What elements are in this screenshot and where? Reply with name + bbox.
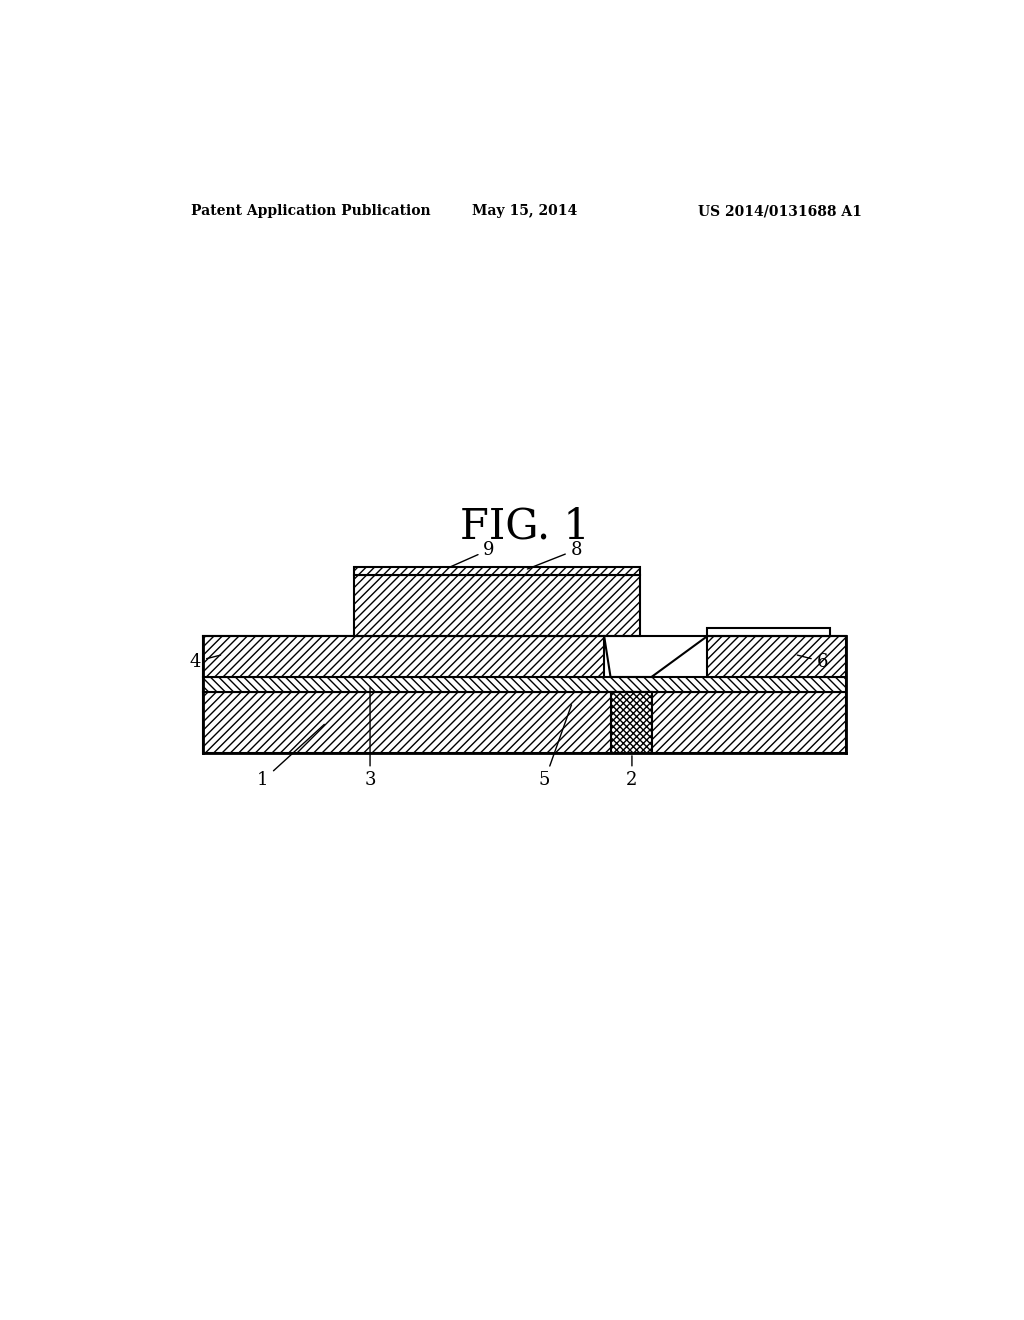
- Text: May 15, 2014: May 15, 2014: [472, 205, 578, 218]
- Text: FIG. 1: FIG. 1: [460, 506, 590, 548]
- Text: Patent Application Publication: Patent Application Publication: [191, 205, 431, 218]
- Bar: [354, 576, 640, 636]
- Bar: [354, 568, 640, 576]
- Bar: [204, 692, 846, 752]
- Text: 8: 8: [527, 541, 582, 569]
- Text: 6: 6: [798, 652, 828, 671]
- Text: US 2014/0131688 A1: US 2014/0131688 A1: [698, 205, 862, 218]
- Text: 2: 2: [627, 756, 638, 789]
- Text: 5: 5: [539, 705, 571, 789]
- Bar: [708, 636, 846, 677]
- Bar: [204, 636, 604, 677]
- Text: 9: 9: [447, 541, 495, 568]
- Bar: [708, 628, 830, 636]
- Bar: [204, 677, 846, 692]
- Bar: [610, 692, 652, 752]
- Text: 1: 1: [257, 725, 325, 789]
- Text: 4: 4: [189, 652, 220, 671]
- Text: 3: 3: [365, 688, 376, 789]
